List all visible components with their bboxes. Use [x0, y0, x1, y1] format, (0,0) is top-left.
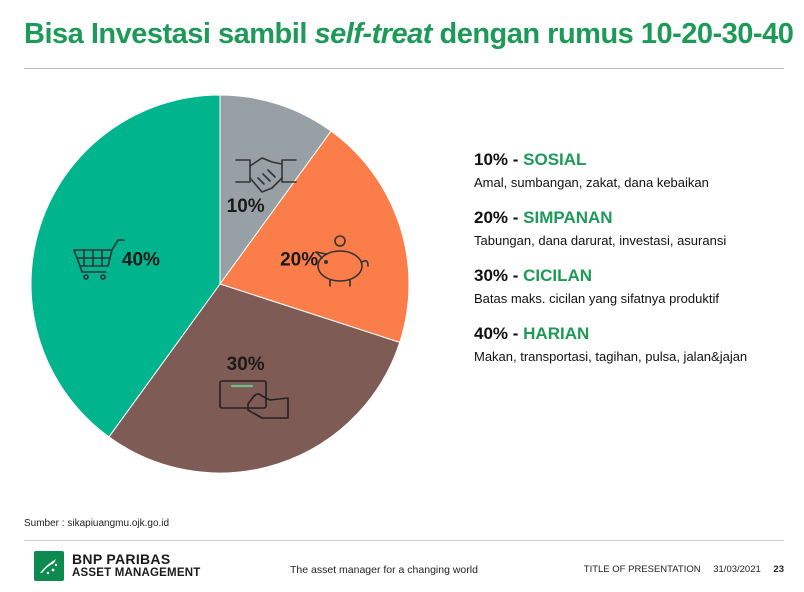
tagline: The asset manager for a changing world: [290, 564, 478, 576]
legend-description: Batas maks. cicilan yang sifatnya produk…: [474, 291, 719, 306]
pie-label-simpanan: 20%: [280, 249, 318, 270]
legend: 10% - SOSIAL Amal, sumbangan, zakat, dan…: [474, 150, 794, 382]
pie-label-harian: 40%: [122, 249, 160, 270]
page-number: 23: [773, 564, 784, 575]
legend-description: Tabungan, dana darurat, investasi, asura…: [474, 233, 727, 248]
slide-title: Bisa Investasi sambil self-treat dengan …: [24, 18, 794, 51]
legend-heading: 20% - SIMPANAN: [474, 208, 613, 227]
handshake-icon: [235, 157, 297, 193]
footer-meta: TITLE OF PRESENTATION 31/03/2021 23: [574, 564, 784, 575]
legend-heading: 40% - HARIAN: [474, 324, 590, 343]
brand-line-2: ASSET MANAGEMENT: [72, 567, 201, 579]
pie-slice-sosial: [219, 94, 332, 286]
legend-item-harian: 40% - HARIAN Makan, transportasi, tagiha…: [474, 324, 794, 364]
brand-line-1: BNP PARIBAS: [72, 551, 171, 567]
piggy-bank-icon: [315, 235, 369, 287]
title-text-emphasis: self-treat: [314, 18, 432, 50]
bnp-logo-icon: [34, 551, 64, 581]
legend-percent: 40%: [474, 324, 509, 343]
pie-slice-simpanan: [219, 130, 410, 344]
footer-divider: [24, 540, 784, 541]
title-text-1: Bisa Investasi sambil: [24, 18, 315, 50]
pie-slice-cicilan: [108, 283, 401, 474]
title-divider: [24, 68, 784, 69]
legend-description: Amal, sumbangan, zakat, dana kebaikan: [474, 175, 709, 190]
card-payment-icon: [219, 380, 289, 419]
legend-percent: 30%: [474, 266, 509, 285]
presentation-title: TITLE OF PRESENTATION: [583, 564, 701, 575]
legend-description: Makan, transportasi, tagihan, pulsa, jal…: [474, 349, 748, 364]
legend-percent: 10%: [474, 150, 509, 169]
brand-name: BNP PARIBAS ASSET MANAGEMENT: [72, 552, 200, 580]
legend-category: SIMPANAN: [523, 208, 613, 227]
legend-item-sosial: 10% - SOSIAL Amal, sumbangan, zakat, dan…: [474, 150, 794, 190]
legend-heading: 10% - SOSIAL: [474, 150, 587, 169]
legend-category: CICILAN: [523, 266, 593, 285]
title-text-2: dengan rumus 10-20-30-40: [431, 18, 794, 50]
shopping-cart-icon: [73, 239, 125, 280]
legend-percent: 20%: [474, 208, 509, 227]
pie-label-sosial: 10%: [227, 196, 265, 217]
pie-label-cicilan: 30%: [227, 354, 265, 375]
presentation-date: 31/03/2021: [713, 564, 761, 575]
legend-category: SOSIAL: [523, 150, 587, 169]
legend-heading: 30% - CICILAN: [474, 266, 593, 285]
legend-item-cicilan: 30% - CICILAN Batas maks. cicilan yang s…: [474, 266, 794, 306]
legend-item-simpanan: 20% - SIMPANAN Tabungan, dana darurat, i…: [474, 208, 794, 248]
source-note: Sumber : sikapiuangmu.ojk.go.id: [24, 518, 170, 529]
pie-slice-harian: [30, 94, 221, 438]
legend-category: HARIAN: [523, 324, 590, 343]
